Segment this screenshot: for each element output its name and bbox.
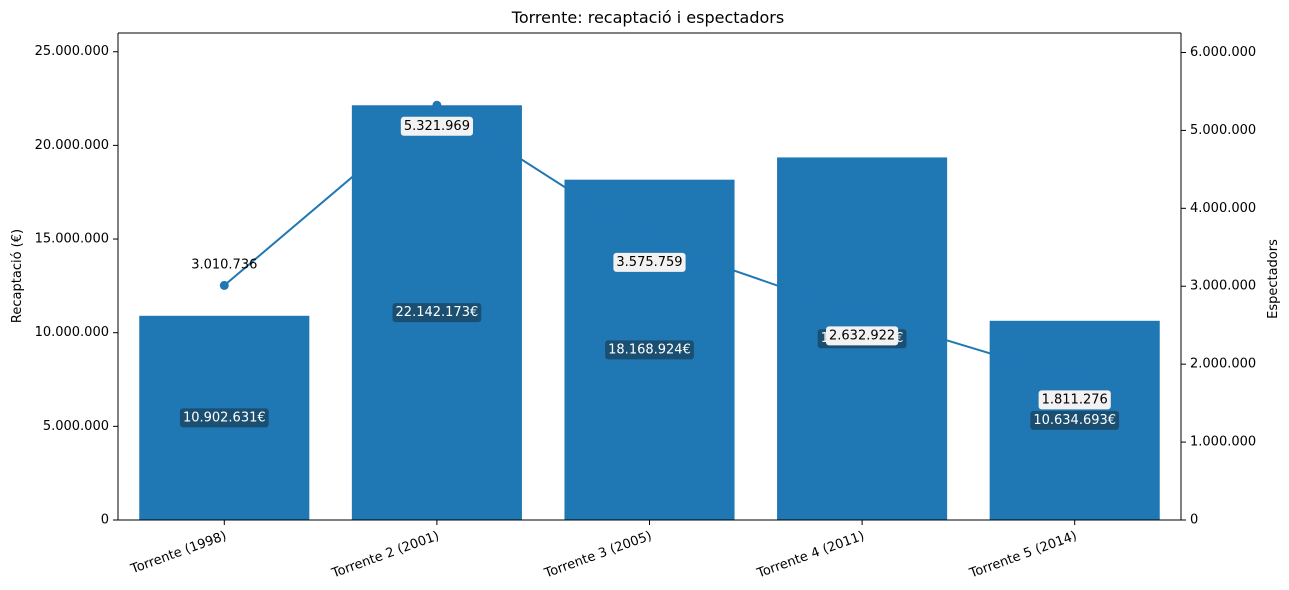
y2-tick-label: 6.000.000 [1190,45,1256,60]
y2-tick-label: 3.000.000 [1190,279,1256,294]
bar-value-label-group: 10.634.693€ [1030,410,1120,430]
bar-value-label-box [605,340,694,360]
y-tick-label: 5.000.000 [43,419,109,434]
point-value-label-box [826,326,899,346]
x-tick-label: Torrente (1998) [128,529,229,578]
bar-value-label-box [1030,410,1120,430]
point-value-label: 3.575.759 [616,255,682,270]
point-value-label-box [400,116,473,136]
x-tick-label: Torrente 5 (2014) [967,529,1079,582]
point-value-label: 1.811.276 [1042,392,1108,407]
bar-value-label-group: 10.902.631€ [179,408,269,428]
point-value-label: 5.321.969 [404,119,470,134]
point-value-label-group: 1.811.276 [1038,390,1111,410]
y2-tick-label: 0 [1190,513,1198,528]
point-value-label: 2.632.922 [829,328,895,343]
line-point [645,236,654,246]
line-point [857,310,867,320]
line-point [219,280,229,290]
line-point [432,100,442,110]
x-tick-label: Torrente 2 (2001) [329,529,441,582]
point-value-label-group: 5.321.969 [400,116,473,136]
y-tick-label: 25.000.000 [35,44,109,59]
chart-title: Torrente: recaptació i espectadors [511,8,784,27]
y-tick-label: 20.000.000 [35,138,109,153]
bar-value-label: 22.142.173€ [396,305,479,320]
x-tick-label: Torrente 4 (2011) [754,529,866,582]
y-axis-title: Recaptació (€) [10,229,25,323]
labels-layer: 10.902.631€22.142.173€18.168.924€19.356.… [179,116,1120,430]
y-tick-label: 0 [101,513,109,528]
y2-tick-label: 2.000.000 [1190,357,1256,372]
y2-tick-label: 5.000.000 [1190,123,1256,138]
y2-tick-label: 1.000.000 [1190,435,1256,450]
point-value-label: 3.010.736 [191,257,257,272]
bars-layer [139,105,1160,521]
point-value-label-group: 3.575.759 [613,252,686,272]
line-layer [219,100,1080,384]
bar-value-label: 10.902.631€ [183,410,266,425]
bar-value-label-group: 18.168.924€ [605,340,694,360]
point-value-label-group: 2.632.922 [826,326,899,346]
y2-tick-label: 4.000.000 [1190,201,1256,216]
bar-value-label: 18.168.924€ [608,342,691,357]
y-tick-label: 10.000.000 [35,325,109,340]
bar-value-label: 10.634.693€ [1033,413,1116,428]
point-value-label-box [1038,390,1111,410]
bar-value-label-box [179,408,269,428]
bar-value-label-group: 22.142.173€ [392,303,482,323]
y2-axis-title: Espectadors [1266,239,1281,319]
line-point [1070,374,1080,384]
y-tick-label: 15.000.000 [35,232,109,247]
x-tick-label: Torrente 3 (2005) [542,529,654,582]
point-value-label-box [613,252,686,272]
bar-value-label-box [392,303,482,323]
